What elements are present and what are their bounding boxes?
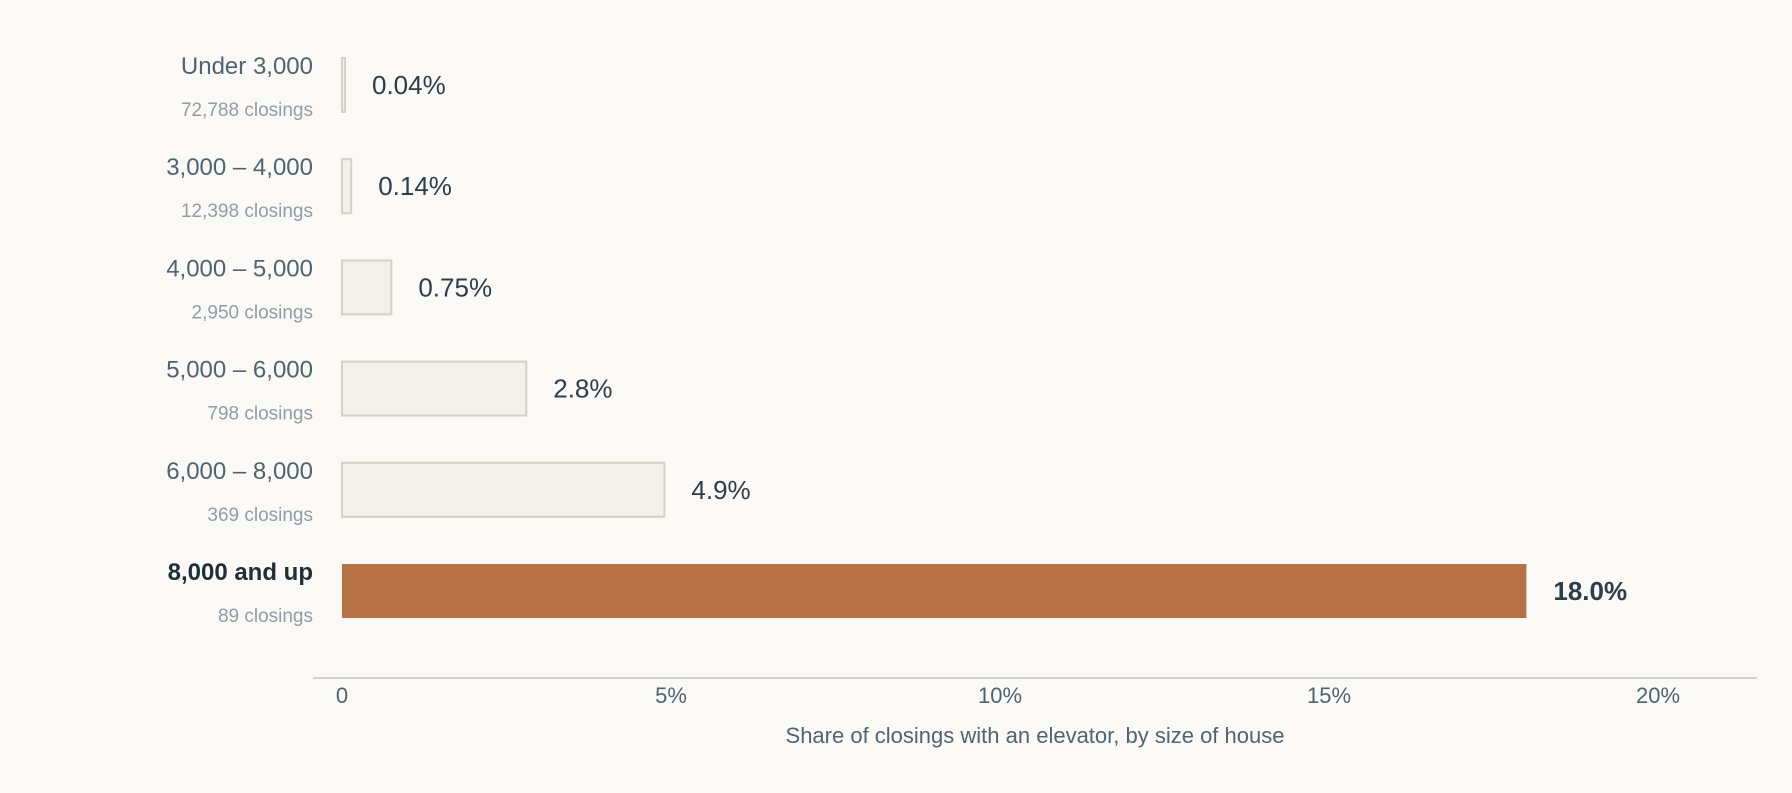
- bar: [341, 158, 353, 215]
- data-label: 0.14%: [378, 171, 452, 201]
- x-tick-label: 0: [336, 683, 348, 708]
- x-axis-title: Share of closings with an elevator, by s…: [786, 723, 1285, 748]
- category-labels-group: 0.04% Under 3,000 72,788 closings 0.14% 3,00…: [166, 53, 1627, 627]
- x-tick-label: 10%: [978, 683, 1022, 708]
- data-label: 4.9%: [691, 475, 750, 505]
- category-sublabel: 12,398 closings: [181, 201, 313, 222]
- category-label: 3,000 – 4,000: [166, 154, 313, 181]
- category-sublabel: 72,788 closings: [181, 100, 313, 121]
- x-ticks-group: 0 5% 10% 15% 20%: [336, 683, 1680, 708]
- bar: [341, 57, 346, 113]
- category-label: 8,000 and up: [168, 559, 313, 586]
- bar: [341, 461, 666, 518]
- category-label: 6,000 – 8,000: [166, 458, 313, 485]
- category-sublabel: 369 closings: [207, 505, 313, 526]
- category-sublabel: 798 closings: [207, 404, 313, 425]
- category-label: 4,000 – 5,000: [166, 255, 313, 282]
- x-tick-label: 15%: [1307, 683, 1351, 708]
- category-sublabel: 89 closings: [218, 606, 313, 627]
- category-label: 5,000 – 6,000: [166, 357, 313, 384]
- bar: [341, 259, 393, 316]
- data-label: 18.0%: [1553, 576, 1627, 606]
- bars-group: [341, 57, 1527, 618]
- data-label: 0.75%: [418, 272, 492, 302]
- category-label: Under 3,000: [181, 53, 313, 80]
- data-label: 0.04%: [372, 70, 446, 100]
- bar: [341, 360, 528, 417]
- category-sublabel: 2,950 closings: [192, 302, 313, 323]
- x-tick-label: 20%: [1636, 683, 1680, 708]
- x-tick-label: 5%: [655, 683, 687, 708]
- bar: [342, 564, 1527, 618]
- data-label: 2.8%: [553, 374, 612, 404]
